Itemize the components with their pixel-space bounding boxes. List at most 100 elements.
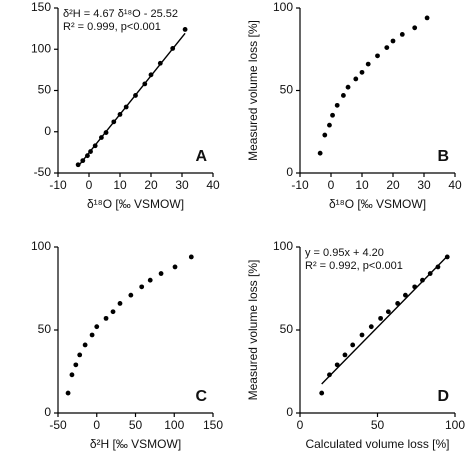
point: [123, 104, 129, 110]
point: [128, 292, 134, 298]
point: [399, 32, 405, 37]
point: [412, 25, 418, 31]
x-tick-label: 20: [144, 178, 158, 192]
y-tick-label: 50: [38, 83, 52, 97]
y-axis-label: Measured volume loss [%]: [246, 20, 260, 161]
annotation: R² = 0.992, p<0.001: [305, 260, 403, 272]
y-tick-label: 0: [44, 124, 51, 138]
point: [444, 254, 450, 260]
point: [424, 15, 430, 21]
point: [322, 132, 328, 138]
x-tick-label: 100: [164, 418, 184, 432]
point: [350, 342, 356, 348]
point: [139, 284, 145, 290]
point: [327, 372, 332, 378]
x-tick-label: 50: [129, 418, 143, 432]
x-tick-label: 40: [448, 178, 462, 192]
point: [65, 390, 71, 396]
point: [103, 315, 109, 321]
point: [77, 352, 83, 358]
x-tick-label: 20: [386, 178, 400, 192]
point: [103, 130, 109, 135]
y-tick-label: 50: [280, 322, 294, 336]
x-tick-label: 10: [355, 178, 369, 192]
y-tick-label: 100: [31, 41, 51, 55]
annotation: y = 0.95x + 4.20: [305, 247, 384, 259]
point: [420, 277, 425, 283]
point: [158, 271, 164, 276]
x-tick-label: -10: [49, 178, 67, 192]
point: [327, 122, 332, 128]
point: [341, 93, 346, 98]
y-tick-label: 50: [280, 83, 294, 97]
point: [133, 93, 138, 98]
point: [85, 153, 90, 159]
annotation: R² = 0.999, p<0.001: [63, 21, 161, 33]
point: [99, 135, 104, 140]
x-tick-label: 100: [445, 418, 465, 432]
x-axis-label: δ²H [‰ VSMOW]: [90, 437, 181, 451]
point: [92, 143, 98, 149]
point: [353, 76, 359, 82]
point: [403, 292, 408, 298]
panel-label: C: [195, 388, 207, 405]
point: [69, 372, 75, 378]
x-tick-label: 30: [417, 178, 431, 192]
point: [317, 150, 323, 156]
point: [88, 149, 93, 154]
y-axis-label: Measured volume loss [%]: [246, 260, 260, 401]
point: [110, 309, 116, 315]
point: [375, 53, 380, 59]
point: [111, 119, 117, 125]
point: [435, 264, 441, 270]
x-tick-label: 0: [86, 178, 93, 192]
x-tick-label: 0: [297, 418, 304, 432]
point: [82, 342, 88, 348]
x-tick-label: 0: [328, 178, 335, 192]
point: [390, 38, 396, 44]
x-tick-label: 10: [113, 178, 127, 192]
point: [427, 271, 433, 276]
point: [384, 45, 390, 50]
x-tick-label: 40: [206, 178, 220, 192]
point: [182, 27, 188, 32]
y-tick-label: 100: [31, 239, 51, 253]
point: [334, 362, 340, 368]
point: [188, 254, 194, 260]
point: [142, 81, 148, 87]
point: [117, 301, 123, 306]
point: [395, 301, 401, 306]
x-tick-label: 30: [175, 178, 189, 192]
point: [157, 60, 163, 66]
y-tick-label: 150: [31, 0, 51, 14]
y-tick-label: 100: [273, 0, 293, 14]
x-axis-label: δ¹⁸O [‰ VSMOW]: [329, 197, 426, 211]
point: [170, 46, 176, 51]
point: [412, 284, 418, 290]
point: [148, 72, 154, 78]
point: [94, 324, 100, 330]
point: [319, 390, 325, 396]
y-tick-label: 0: [286, 405, 293, 419]
y-tick-label: 0: [44, 405, 51, 419]
point: [89, 332, 95, 338]
x-tick-label: -10: [291, 178, 309, 192]
y-tick-label: 0: [286, 165, 293, 179]
point: [334, 102, 340, 108]
point: [359, 69, 365, 75]
point: [368, 324, 374, 330]
x-tick-label: 50: [371, 418, 385, 432]
point: [385, 309, 391, 315]
point: [330, 112, 335, 118]
x-tick-label: -50: [49, 418, 67, 432]
point: [342, 352, 348, 358]
point: [147, 277, 153, 283]
panel-label: B: [437, 148, 449, 165]
point: [365, 61, 371, 67]
fit-line: [321, 255, 448, 385]
panel-label: D: [437, 388, 449, 405]
x-axis-label: δ¹⁸O [‰ VSMOW]: [87, 197, 184, 211]
x-tick-label: 0: [93, 418, 100, 432]
x-axis-label: Calculated volume loss [%]: [305, 437, 449, 451]
